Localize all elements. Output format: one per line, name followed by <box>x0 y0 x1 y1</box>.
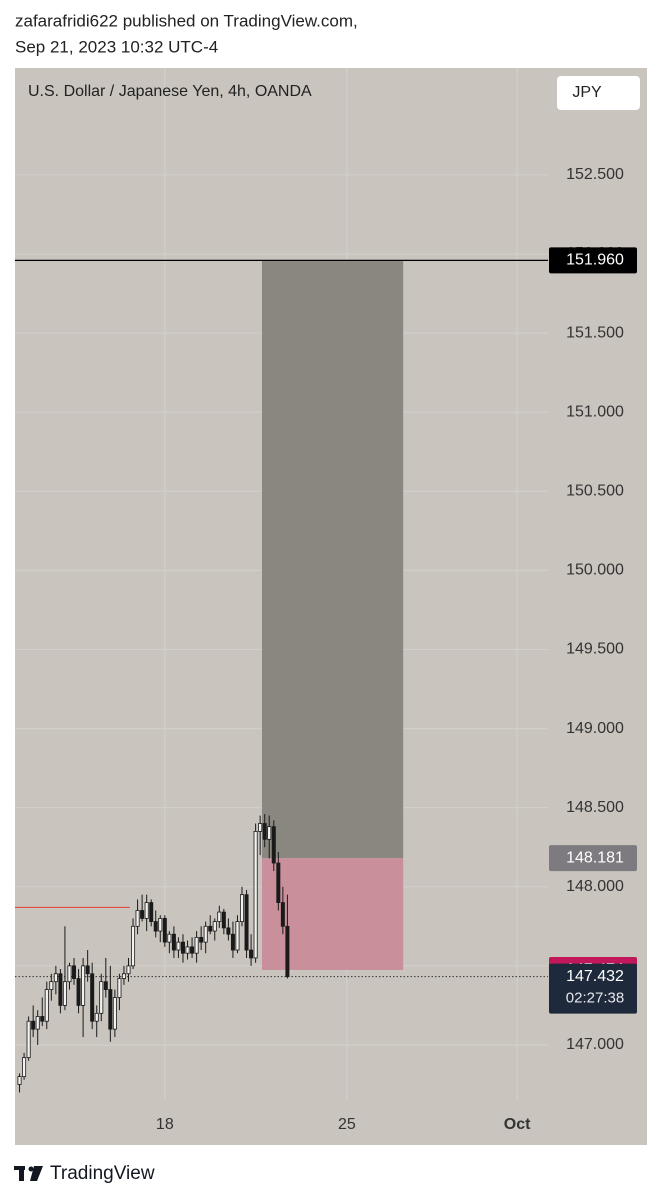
candle-body <box>26 1020 31 1059</box>
last-price-label: 147.432 <box>566 968 624 985</box>
logo <box>14 1166 43 1181</box>
candle-body <box>131 925 136 967</box>
publish-date: Sep 21, 2023 10:32 UTC-4 <box>15 37 218 56</box>
candle-body <box>226 927 231 935</box>
y-tick-label: 148.000 <box>566 878 624 895</box>
candle-body <box>262 823 267 840</box>
level-label-bg <box>549 845 637 872</box>
x-tick-label: 18 <box>156 1116 174 1133</box>
y-tick-label: 152.500 <box>566 166 624 183</box>
candle-body <box>149 902 154 922</box>
target-zone <box>261 260 404 859</box>
logo-part <box>19 1166 24 1181</box>
candle-body <box>203 925 208 943</box>
candle-body <box>185 946 190 954</box>
candle-body <box>99 981 104 1014</box>
candle-body <box>253 831 258 959</box>
y-tick-label: 147.000 <box>566 1036 624 1053</box>
y-tick-label: 150.500 <box>566 483 624 500</box>
candle-body <box>44 989 49 1022</box>
candle-body <box>285 925 290 978</box>
candle-body <box>40 1016 45 1022</box>
x-tick-label: 25 <box>338 1116 356 1133</box>
candle-body <box>22 1057 27 1077</box>
y-tick-label: 149.000 <box>566 720 624 737</box>
candle-body <box>35 1016 40 1030</box>
y-tick-label: 151.000 <box>566 403 624 420</box>
y-tick-label: 150.000 <box>566 562 624 579</box>
candle-body <box>180 941 185 954</box>
candle-body <box>62 981 67 1006</box>
candle-body <box>72 965 77 979</box>
candle-body <box>103 981 108 990</box>
candle-body <box>221 911 226 929</box>
currency-button[interactable] <box>557 76 640 110</box>
brand: TradingView <box>50 1163 155 1184</box>
candle-body <box>31 1020 36 1030</box>
candle-body <box>49 981 54 990</box>
candle-body <box>53 973 58 983</box>
candle-body <box>235 921 240 951</box>
candle-body <box>217 911 222 922</box>
candle-body <box>230 933 235 951</box>
candle-body <box>135 910 140 927</box>
candle-body <box>121 973 126 979</box>
countdown: 02:27:38 <box>566 990 624 1007</box>
candle-body <box>108 989 113 1030</box>
candle-body <box>194 936 199 954</box>
level-label: 148.181 <box>566 849 624 866</box>
candle-body <box>212 921 217 932</box>
last-price-bg <box>549 963 637 1014</box>
candle-body <box>167 933 172 943</box>
currency-label: JPY <box>572 84 602 101</box>
candle-body <box>171 933 176 951</box>
candle-body <box>162 918 167 943</box>
candle-body <box>140 910 145 919</box>
plot: 147.000147.500148.000148.500149.000149.5… <box>15 68 637 1133</box>
candle-body <box>158 918 163 932</box>
candle-body <box>153 921 158 932</box>
candle-body <box>58 973 63 1006</box>
candle-body <box>76 978 81 1006</box>
candle-body <box>276 862 281 903</box>
candle-body <box>117 978 122 998</box>
logo-part <box>28 1166 34 1172</box>
candle-body <box>271 826 276 864</box>
level-label-bg <box>549 247 637 274</box>
chart-title: U.S. Dollar / Japanese Yen, 4h, OANDA <box>28 83 312 100</box>
y-tick-label: 149.500 <box>566 641 624 658</box>
candle-body <box>249 949 254 959</box>
publisher: zafarafridi622 published on TradingView.… <box>15 11 358 30</box>
candle-body <box>208 925 213 932</box>
candle-body <box>112 997 117 1030</box>
candle-body <box>126 965 131 975</box>
candle-body <box>244 894 249 951</box>
candle-body <box>258 823 263 832</box>
candle-body <box>144 902 149 919</box>
level-label: 151.960 <box>566 252 624 269</box>
candle-body <box>267 826 272 840</box>
candle-body <box>199 936 204 943</box>
candle-body <box>280 902 285 927</box>
y-tick-label: 148.500 <box>566 799 624 816</box>
candle-body <box>190 946 195 954</box>
candle-body <box>17 1076 22 1085</box>
y-tick-label: 151.500 <box>566 324 624 341</box>
candle-body <box>90 973 95 1022</box>
candle-body <box>176 941 181 951</box>
x-tick-label: Oct <box>504 1116 531 1133</box>
candle-body <box>85 965 90 975</box>
candle-body <box>81 965 86 1006</box>
candle-body <box>67 965 72 983</box>
candle-body <box>94 1012 99 1022</box>
candle-body <box>240 894 245 922</box>
logo-part <box>30 1166 43 1181</box>
